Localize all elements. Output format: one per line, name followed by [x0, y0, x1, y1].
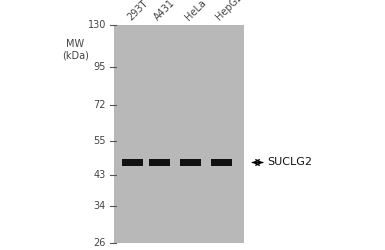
Text: 130: 130: [87, 20, 106, 30]
Text: HeLa: HeLa: [184, 0, 208, 22]
Text: MW
(kDa): MW (kDa): [62, 39, 89, 60]
Text: 293T: 293T: [126, 0, 150, 22]
Text: SUCLG2: SUCLG2: [268, 158, 313, 168]
Text: A431: A431: [153, 0, 177, 22]
Text: 43: 43: [94, 170, 106, 179]
Bar: [114, 25, 244, 242]
Text: 72: 72: [94, 100, 106, 110]
Text: 95: 95: [94, 62, 106, 72]
Text: HepG2: HepG2: [214, 0, 245, 22]
Text: 55: 55: [94, 136, 106, 146]
Bar: [180, 159, 201, 166]
Text: 26: 26: [94, 238, 106, 248]
Bar: [122, 159, 143, 166]
Bar: [149, 159, 170, 166]
Text: 34: 34: [94, 201, 106, 211]
Bar: [211, 159, 232, 166]
